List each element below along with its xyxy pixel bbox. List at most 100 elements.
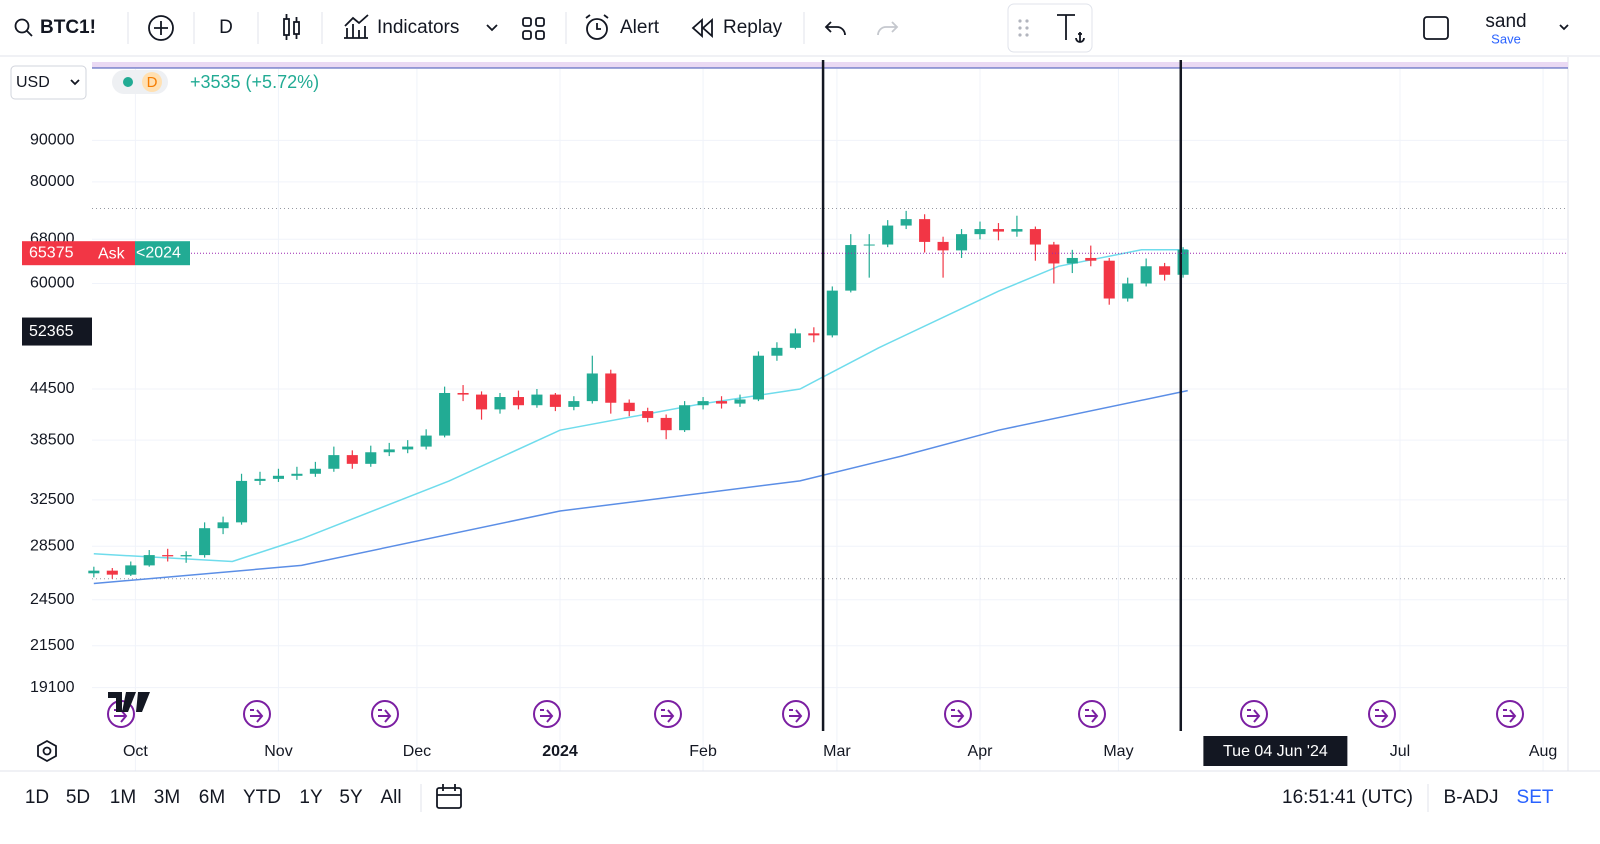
range-button[interactable]: All	[380, 787, 401, 808]
logo-shape	[108, 692, 136, 712]
event-icon[interactable]	[654, 700, 682, 728]
range-button[interactable]: 5Y	[339, 787, 363, 808]
range-button[interactable]: 1M	[110, 787, 136, 808]
event-icon[interactable]	[1078, 700, 1106, 728]
alert-button[interactable]: Alert	[585, 14, 660, 40]
candle-body	[586, 373, 598, 402]
badge-circle	[142, 72, 162, 92]
candle-body	[863, 244, 875, 246]
x-tick-label: Feb	[689, 743, 717, 760]
chevron	[70, 79, 80, 86]
range-button[interactable]: YTD	[243, 787, 281, 808]
y-tick-label: 24500	[30, 591, 75, 608]
candle-body	[549, 394, 561, 407]
session-settings[interactable]: SET	[1517, 787, 1554, 808]
candle-body	[143, 555, 155, 566]
candle-body	[328, 455, 340, 469]
candle-body	[1066, 257, 1078, 264]
adjustment[interactable]: B-ADJ	[1444, 787, 1499, 808]
chevron	[486, 24, 498, 32]
wick-icon	[285, 14, 298, 40]
dot	[1018, 26, 1022, 30]
currency-select[interactable]	[10, 65, 87, 100]
event-icon[interactable]	[1496, 700, 1524, 728]
event-icon[interactable]	[782, 700, 810, 728]
plus	[154, 21, 168, 35]
events-row	[107, 700, 1524, 728]
floating-toolbar-bg	[1007, 3, 1093, 53]
undo[interactable]	[824, 21, 846, 36]
market-open-dot	[123, 77, 133, 87]
fullscreen-button[interactable]	[1423, 16, 1449, 40]
range-button[interactable]: 1D	[25, 787, 49, 808]
y-tick-label: 28500	[30, 538, 75, 555]
clock[interactable]: 16:51:41 (UTC)	[1282, 787, 1413, 808]
grid-icon	[522, 17, 532, 27]
candle-body	[531, 394, 543, 406]
event-icon[interactable]	[1368, 700, 1396, 728]
replay-button[interactable]: Replay	[691, 17, 783, 38]
event-icon[interactable]	[944, 700, 972, 728]
range-button[interactable]: 6M	[199, 787, 225, 808]
candle-body	[512, 397, 524, 406]
grid: 9000080000680006000044500385003250028500…	[30, 69, 1568, 771]
candle-body	[365, 452, 377, 464]
replay-label[interactable]: Replay	[723, 17, 783, 38]
y-tick-label: 38500	[30, 431, 75, 448]
user-name[interactable]: sand	[1485, 11, 1526, 32]
plus-circle	[148, 15, 174, 41]
candle-body	[1085, 257, 1097, 261]
x-tick-label: Jul	[1390, 743, 1410, 760]
settings-button[interactable]	[37, 739, 57, 763]
crosshair-date-bg	[1203, 736, 1348, 766]
interval[interactable]: D	[219, 17, 233, 38]
y-tick-label: 44500	[30, 380, 75, 397]
candle-body	[716, 401, 728, 404]
indicators-label[interactable]: Indicators	[377, 17, 459, 38]
candle-body	[457, 392, 469, 395]
chart-style-button[interactable]	[283, 14, 300, 40]
event-icon[interactable]	[1240, 700, 1268, 728]
candle-body	[236, 480, 248, 523]
x-tick-label: May	[1103, 743, 1133, 760]
redo[interactable]	[877, 21, 899, 36]
tv-logo	[108, 692, 150, 712]
overlay: 65375 Ask <2024 52365 Tue 04 Jun '24	[22, 60, 1568, 766]
candle-body	[900, 219, 912, 226]
dot	[1018, 33, 1022, 37]
ask-label: Ask	[98, 245, 126, 262]
candle-body	[383, 449, 395, 453]
candle-body	[1048, 244, 1060, 264]
compare-button[interactable]	[148, 15, 174, 41]
indicators-button[interactable]: Indicators	[344, 14, 498, 39]
event-arrow	[540, 709, 554, 723]
anchored-text-tool[interactable]	[1057, 14, 1085, 43]
range-button[interactable]: 5D	[66, 787, 90, 808]
event-icon[interactable]	[243, 700, 271, 728]
candle-body	[494, 397, 506, 410]
floating-drawing-toolbar	[1007, 3, 1093, 53]
event-icon[interactable]	[371, 700, 399, 728]
candle-body	[642, 411, 654, 418]
y-tick-label: 60000	[30, 275, 75, 292]
layout-button[interactable]	[522, 17, 545, 40]
candle-body	[439, 392, 451, 436]
candle-body	[309, 468, 321, 474]
toolbar-bg	[0, 0, 1600, 56]
save-label[interactable]: Save	[1491, 31, 1521, 46]
event-arrow	[951, 709, 965, 723]
event-icon[interactable]	[533, 700, 561, 728]
candle-body	[1122, 283, 1134, 299]
symbol-search[interactable]: BTC1!	[14, 17, 96, 38]
goto-date-button[interactable]	[436, 784, 462, 809]
range-button[interactable]: 3M	[154, 787, 180, 808]
plot	[88, 210, 1189, 585]
candle-body	[1159, 266, 1171, 275]
symbol[interactable]: BTC1!	[40, 17, 96, 38]
currency[interactable]: USD	[16, 74, 50, 91]
chart-bg	[0, 57, 1600, 771]
alert-label[interactable]: Alert	[620, 17, 660, 38]
drag-handle[interactable]	[1018, 19, 1029, 37]
x-tick-label: 2024	[542, 743, 578, 760]
range-button[interactable]: 1Y	[299, 787, 323, 808]
